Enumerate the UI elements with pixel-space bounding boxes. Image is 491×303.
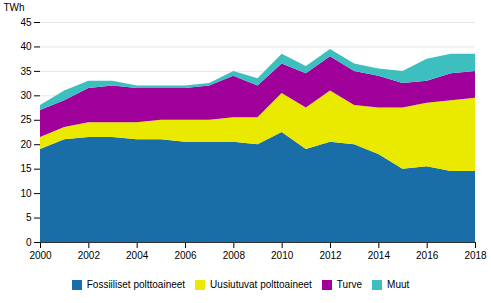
svg-text:2002: 2002 (78, 250, 101, 261)
html-text:Uusiutuvat polttoaineet: Uusiutuvat polttoaineet (210, 279, 312, 290)
svg-text:45: 45 (20, 17, 32, 28)
svg-text:40: 40 (20, 41, 32, 52)
svg-text:2006: 2006 (174, 250, 197, 261)
svg-text:2004: 2004 (126, 250, 149, 261)
svg-text:2016: 2016 (416, 250, 439, 261)
svg-text:5: 5 (26, 212, 32, 223)
svg-text:2010: 2010 (271, 250, 294, 261)
html-text:Fossiiliset polttoaineet: Fossiiliset polttoaineet (86, 279, 186, 290)
svg-text:2018: 2018 (464, 250, 487, 261)
svg-text:2012: 2012 (319, 250, 342, 261)
svg-text:2008: 2008 (223, 250, 246, 261)
svg-text:15: 15 (20, 163, 32, 174)
svg-text:20: 20 (20, 139, 32, 150)
svg-text:TWh: TWh (4, 2, 25, 13)
svg-text:2000: 2000 (29, 250, 52, 261)
svg-text:0: 0 (26, 237, 32, 248)
html-text:Muut: Muut (387, 279, 410, 290)
html-text:Turve: Turve (336, 279, 362, 290)
svg-text:2014: 2014 (368, 250, 391, 261)
svg-text:25: 25 (20, 114, 32, 125)
svg-text:30: 30 (20, 90, 32, 101)
svg-text:10: 10 (20, 188, 32, 199)
svg-text:35: 35 (20, 66, 32, 77)
